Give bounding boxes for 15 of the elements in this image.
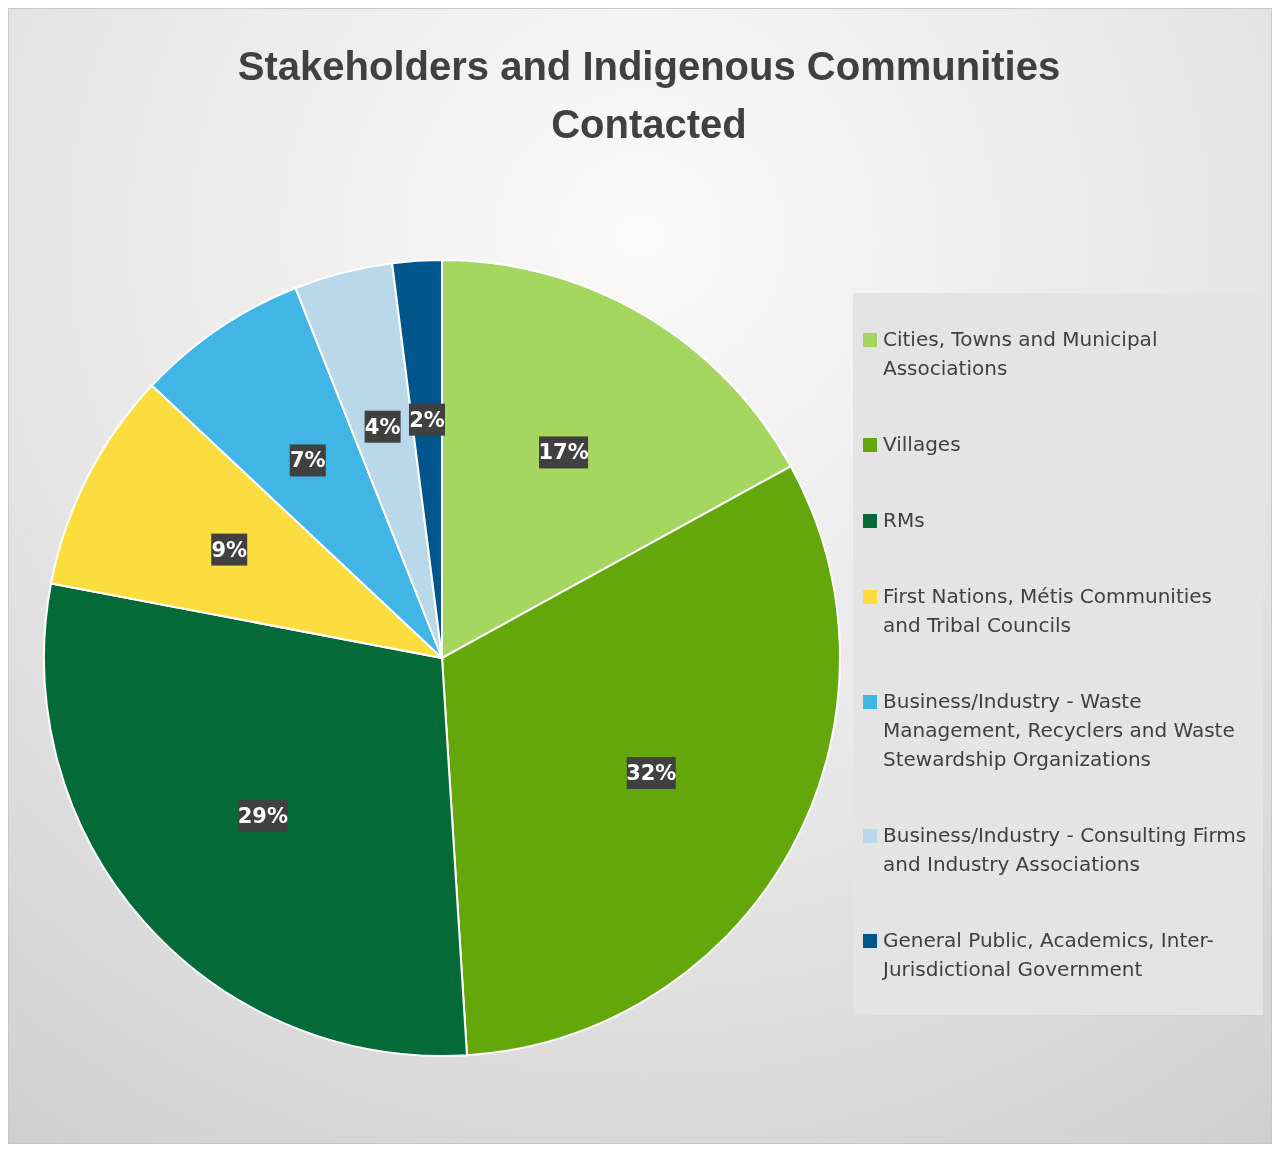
- legend-label: Business/Industry - Consulting Firms and Industry Associations: [883, 821, 1248, 878]
- data-label: 7%: [289, 448, 326, 473]
- legend-label: Cities, Towns and Municipal Associations: [883, 325, 1159, 382]
- data-label: 2%: [409, 407, 445, 432]
- legend-label: RMs: [883, 506, 925, 534]
- data-label: 17%: [538, 440, 589, 465]
- chart-title: Stakeholders and Indigenous Communities Contacted: [236, 43, 1062, 148]
- data-label: 4%: [364, 414, 401, 439]
- legend-label: Business/Industry - Waste Management, Recyclers and Waste Stewardship Organizations: [883, 687, 1236, 773]
- legend-label: First Nations, Métis Communities and Tribal Councils: [883, 582, 1214, 639]
- legend-label: Villages: [883, 430, 961, 458]
- data-label: 32%: [626, 761, 677, 786]
- data-label: 29%: [237, 803, 289, 828]
- data-label: 9%: [211, 537, 248, 562]
- legend-label: General Public, Academics, Inter-Jurisdictional Government: [883, 926, 1215, 983]
